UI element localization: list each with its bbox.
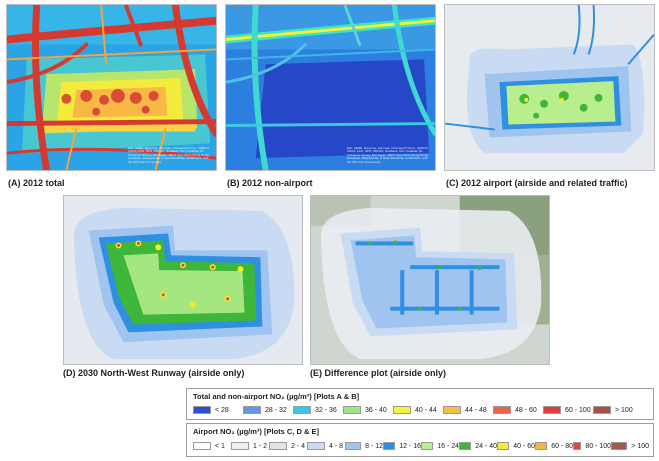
legend-total-items: < 28 28 - 32 32 - 36 36 - 40 40 - 44 44 - 48 4… xyxy=(193,406,643,414)
legend-airport-items: < 1 1 - 2 2 - 4 4 - 8 8 - 12 12 - 16 16 - 24 24… xyxy=(193,442,649,450)
legend-swatch xyxy=(293,406,311,414)
legend-label: 60 - 80 xyxy=(551,442,573,450)
legend-item: 80 - 100 xyxy=(573,442,611,450)
map-d-heatmap xyxy=(64,196,302,364)
caption-e: (E) Difference plot (airside only) xyxy=(310,368,447,378)
legend-label: 24 - 40 xyxy=(475,442,497,450)
legend-label: < 1 xyxy=(215,442,225,450)
legend-item: 8 - 12 xyxy=(345,442,383,450)
map-a-credit: Esri, HERE, DeLorme, Intermap, increment… xyxy=(128,145,210,164)
legend-swatch xyxy=(269,442,287,450)
legend-swatch xyxy=(493,406,511,414)
legend-label: 28 - 32 xyxy=(265,406,287,414)
legend-swatch xyxy=(497,442,510,450)
legend-item: > 100 xyxy=(593,406,643,414)
legend-label: 48 - 60 xyxy=(515,406,537,414)
legend-swatch xyxy=(573,442,582,450)
legend-item: 16 - 24 xyxy=(421,442,459,450)
legend-airport: Airport NO₂ (µg/m³) [Plots C, D & E] < 1… xyxy=(186,423,654,457)
legend-item: 44 - 48 xyxy=(443,406,493,414)
legend-label: 1 - 2 xyxy=(253,442,268,450)
legend-label: 4 - 8 xyxy=(329,442,344,450)
legend-swatch xyxy=(231,442,249,450)
legend-airport-title: Airport NO₂ (µg/m³) [Plots C, D & E] xyxy=(193,427,319,436)
legend-swatch xyxy=(543,406,561,414)
legend-item: < 28 xyxy=(193,406,243,414)
legend-total-title: Total and non-airport NO₂ (µg/m³) [Plots… xyxy=(193,392,360,401)
caption-b: (B) 2012 non-airport xyxy=(227,178,313,188)
map-panel-e xyxy=(310,195,550,365)
legend-swatch xyxy=(535,442,548,450)
legend-swatch xyxy=(345,442,362,450)
map-a-heatmap xyxy=(7,5,216,170)
legend-item: > 100 xyxy=(611,442,649,450)
legend-label: > 100 xyxy=(615,406,633,414)
legend-item: 4 - 8 xyxy=(307,442,345,450)
legend-swatch xyxy=(393,406,411,414)
legend-item: 40 - 44 xyxy=(393,406,443,414)
legend-label: 8 - 12 xyxy=(365,442,383,450)
legend-label: 80 - 100 xyxy=(585,442,611,450)
caption-a: (A) 2012 total xyxy=(8,178,65,188)
legend-label: 2 - 4 xyxy=(291,442,306,450)
legend-item: 24 - 40 xyxy=(459,442,497,450)
legend-swatch xyxy=(443,406,461,414)
map-c-heatmap xyxy=(445,5,654,170)
legend-item: 48 - 60 xyxy=(493,406,543,414)
legend-swatch xyxy=(383,442,396,450)
map-panel-c xyxy=(444,4,655,171)
legend-total: Total and non-airport NO₂ (µg/m³) [Plots… xyxy=(186,388,654,420)
legend-swatch xyxy=(421,442,434,450)
legend-swatch xyxy=(243,406,261,414)
legend-label: < 28 xyxy=(215,406,229,414)
legend-item: 60 - 80 xyxy=(535,442,573,450)
map-panel-d xyxy=(63,195,303,365)
legend-item: 40 - 60 xyxy=(497,442,535,450)
legend-swatch xyxy=(611,442,628,450)
legend-swatch xyxy=(593,406,611,414)
legend-label: > 100 xyxy=(631,442,649,450)
legend-label: 40 - 60 xyxy=(513,442,535,450)
legend-swatch xyxy=(193,406,211,414)
legend-swatch xyxy=(193,442,211,450)
legend-item: 2 - 4 xyxy=(269,442,307,450)
map-panel-a: Esri, HERE, DeLorme, Intermap, increment… xyxy=(6,4,217,171)
legend-label: 32 - 36 xyxy=(315,406,337,414)
map-e-heatmap xyxy=(311,196,549,364)
legend-label: 60 - 100 xyxy=(565,406,591,414)
legend-label: 40 - 44 xyxy=(415,406,437,414)
legend-swatch xyxy=(307,442,325,450)
map-b-heatmap xyxy=(226,5,435,170)
map-b-credit: Esri, HERE, DeLorme, Intermap, increment… xyxy=(347,145,429,164)
caption-c: (C) 2012 airport (airside and related tr… xyxy=(446,178,628,188)
legend-item: 32 - 36 xyxy=(293,406,343,414)
legend-label: 16 - 24 xyxy=(437,442,459,450)
legend-item: 36 - 40 xyxy=(343,406,393,414)
caption-d: (D) 2030 North-West Runway (airside only… xyxy=(63,368,245,378)
legend-item: 60 - 100 xyxy=(543,406,593,414)
legend-label: 44 - 48 xyxy=(465,406,487,414)
map-panel-b: Esri, HERE, DeLorme, Intermap, increment… xyxy=(225,4,436,171)
legend-swatch xyxy=(343,406,361,414)
legend-swatch xyxy=(459,442,472,450)
legend-label: 12 - 16 xyxy=(399,442,421,450)
legend-item: 12 - 16 xyxy=(383,442,421,450)
legend-item: 28 - 32 xyxy=(243,406,293,414)
legend-item: 1 - 2 xyxy=(231,442,269,450)
legend-item: < 1 xyxy=(193,442,231,450)
legend-label: 36 - 40 xyxy=(365,406,387,414)
